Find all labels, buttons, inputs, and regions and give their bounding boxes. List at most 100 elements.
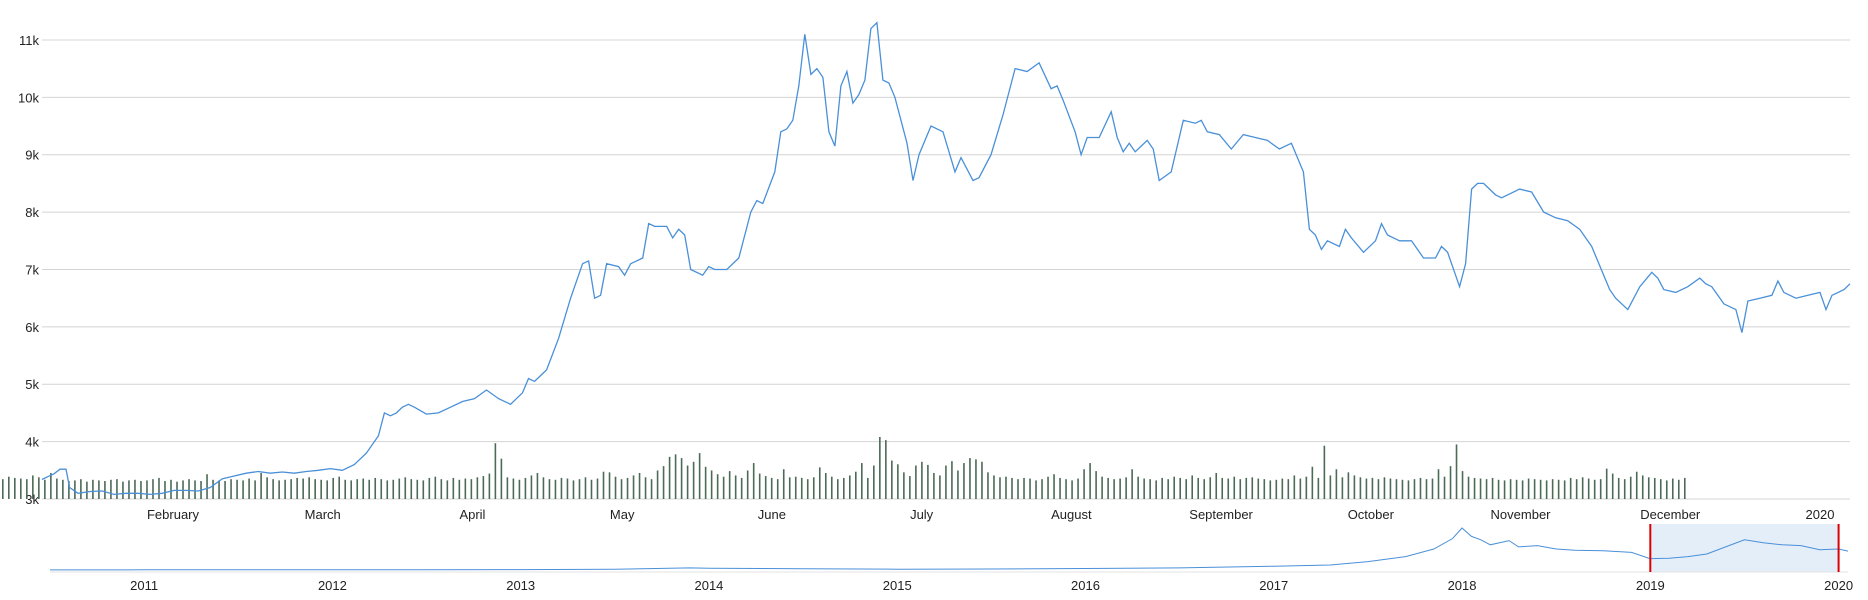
volume-bar [92,479,94,499]
volume-bar [957,470,959,499]
volume-bar [110,479,112,499]
volume-bar [843,477,845,499]
volume-bar [1569,477,1572,499]
volume-bar [644,477,647,499]
volume-bar [903,472,905,499]
volume-bar [368,479,371,499]
volume-bar [302,478,304,499]
navigator-handles[interactable] [1649,524,1840,572]
volume-bar [1245,477,1248,499]
volume-bar [963,463,965,499]
volume-bar [716,474,719,499]
volume-bar [1419,477,1422,499]
volume-bar [506,477,509,499]
volume-bar [861,463,863,499]
volume-bar [1611,473,1614,499]
y-tick-label: 3k [25,492,39,507]
volume-bar [1341,477,1344,499]
volume-bar [254,480,256,499]
volume-bar [1431,478,1434,499]
x-tick-label: July [910,507,934,522]
volume-bar [590,479,593,499]
volume-bar [1023,477,1025,499]
x-tick-label: May [610,507,635,522]
volume-bar [530,475,533,499]
volume-bar [1455,444,1458,499]
volume-bar [584,477,587,499]
volume-bar [1005,476,1007,499]
volume-bar [182,480,184,499]
volume-bar [686,465,689,499]
volume-bar [1665,480,1668,499]
volume-bar [1605,468,1608,499]
volume-bar [536,472,539,499]
navigator[interactable]: 2011 2012 2013 2014 2015 2016 2017 2018 2019 2020 [49,524,1853,593]
volume-bar [1635,471,1638,499]
volume-bar [122,481,124,499]
volume-bar [314,479,316,499]
volume-bar [1017,479,1019,499]
volume-bar [999,477,1001,499]
navigator-x-tick-label: 2018 [1448,578,1477,593]
volume-bar [1047,476,1049,499]
volume-bar [2,479,4,499]
volume-bar [1653,477,1656,499]
volume-bar [1197,477,1200,499]
volume-bar [434,476,437,499]
volume-bar [1035,480,1037,499]
volume-bar [626,477,629,499]
volume-bar [26,479,28,499]
volume-bar [554,479,557,499]
volume-bar [1071,480,1073,499]
volume-bar [1155,480,1157,499]
y-tick-label: 6k [25,320,39,335]
navigator-selected-range[interactable] [1650,524,1839,572]
volume-bar [50,472,52,499]
volume-bar [62,479,64,499]
volume-bar [1041,479,1043,499]
volume-bar [32,475,34,499]
x-axis-labels: February March April May June July August Septe… [147,507,1834,522]
volume-bar [1335,469,1338,499]
volume-bar [650,479,653,499]
volume-bar [8,476,10,499]
volume-bar [320,479,322,499]
x-tick-label: 2020 [1806,507,1835,522]
volume-bar [146,480,148,499]
volume-bar [608,472,611,499]
volume-bar [266,477,268,499]
volume-bar [494,443,497,499]
x-tick-label: September [1189,507,1253,522]
volume-bar [800,477,803,499]
volume-bar [1107,477,1109,499]
volume-bar [524,477,527,499]
volume-bar [1173,476,1175,499]
navigator-series-layer [49,527,1849,571]
volume-bar [1587,478,1590,499]
volume-bar [1593,479,1596,499]
volume-bar [476,477,479,499]
volume-bar [614,476,617,499]
volume-bar [1671,478,1674,499]
volume-bar [1443,476,1446,499]
navigator-x-tick-label: 2013 [506,578,535,593]
volume-bar [1167,479,1169,499]
volume-bar [56,478,58,499]
volume-bar [236,479,238,499]
x-tick-label: April [459,507,485,522]
volume-bar [380,479,383,499]
volume-bar [362,478,365,499]
volume-bar [170,479,172,499]
volume-bar [981,461,983,499]
volume-bar [1491,477,1494,499]
volume-bar [398,478,401,499]
y-tick-label: 7k [25,262,39,277]
volume-bar [1215,472,1218,499]
volume-bar [218,480,220,499]
volume-bar [224,481,226,499]
volume-bar [1599,479,1602,499]
volume-bar [572,480,575,499]
navigator-x-tick-label: 2016 [1071,578,1100,593]
volume-bar [674,454,677,499]
